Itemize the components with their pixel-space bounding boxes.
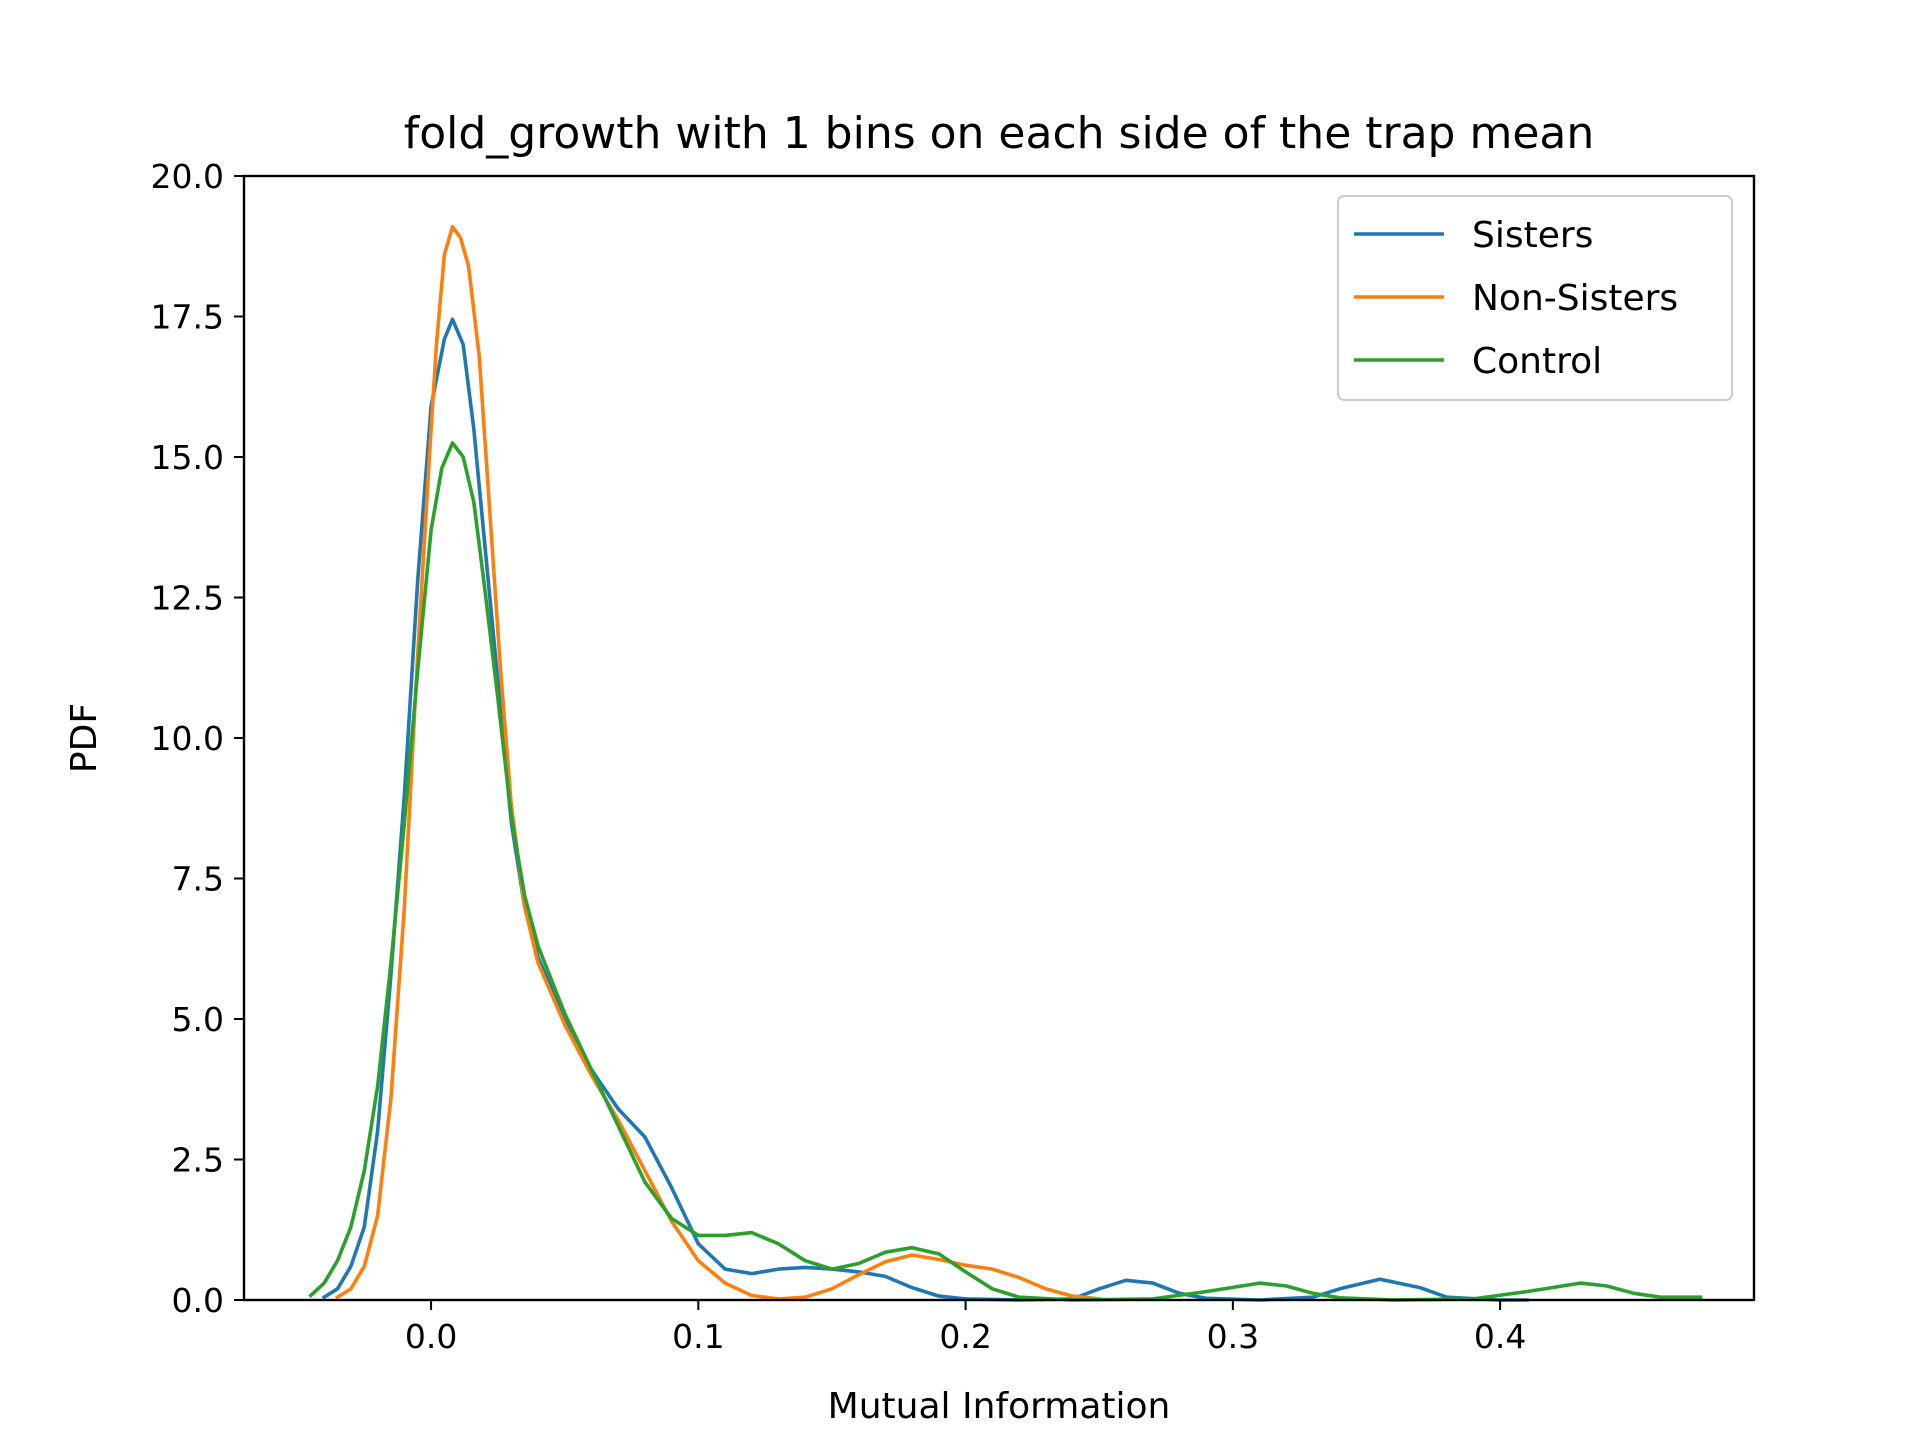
series-line-non-sisters bbox=[335, 224, 1102, 1301]
y-tick-label: 10.0 bbox=[151, 719, 224, 758]
x-axis: 0.0 0.1 0.2 0.3 0.4 bbox=[405, 1300, 1526, 1356]
legend: Sisters Non-Sisters Control bbox=[1337, 195, 1733, 401]
x-tick-label: 0.4 bbox=[1474, 1317, 1526, 1356]
legend-label-sisters: Sisters bbox=[1472, 215, 1593, 256]
y-tick-label: 15.0 bbox=[151, 438, 224, 477]
x-tick-label: 0.0 bbox=[405, 1317, 457, 1356]
y-axis: 0.0 2.5 5.0 7.5 10.0 12.5 15.0 17.5 20.0 bbox=[151, 157, 244, 1320]
y-tick-label: 5.0 bbox=[172, 1000, 224, 1039]
x-axis-label: Mutual Information bbox=[828, 1386, 1171, 1427]
legend-label-non-sisters: Non-Sisters bbox=[1472, 278, 1678, 319]
y-tick-label: 7.5 bbox=[172, 860, 224, 899]
chart-title: fold_growth with 1 bins on each side of … bbox=[404, 108, 1595, 159]
x-tick-label: 0.3 bbox=[1207, 1317, 1259, 1356]
legend-box bbox=[1337, 195, 1733, 401]
x-tick-label: 0.1 bbox=[672, 1317, 724, 1356]
y-tick-label: 0.0 bbox=[172, 1281, 224, 1320]
y-tick-label: 17.5 bbox=[151, 298, 224, 337]
y-axis-label: PDF bbox=[64, 703, 105, 773]
x-tick-label: 0.2 bbox=[939, 1317, 991, 1356]
series-line-control bbox=[308, 441, 1703, 1302]
legend-label-control: Control bbox=[1472, 341, 1602, 382]
series-layer bbox=[308, 224, 1703, 1302]
y-tick-label: 12.5 bbox=[151, 579, 224, 618]
y-tick-label: 20.0 bbox=[151, 157, 224, 196]
y-tick-label: 2.5 bbox=[172, 1141, 224, 1180]
